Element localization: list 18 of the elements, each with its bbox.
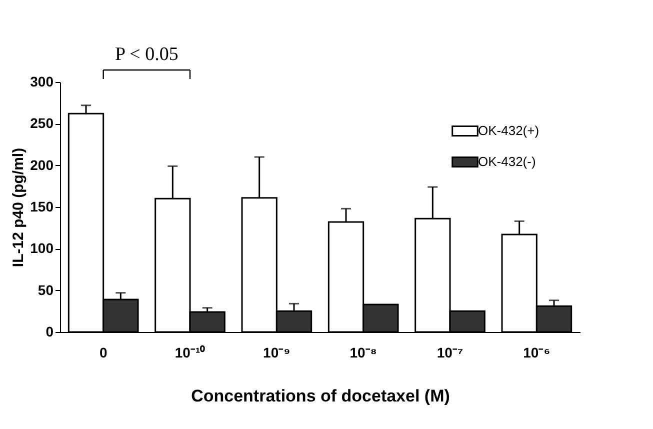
x-tick-label: 0 [99,344,108,360]
x-tick-label: 10⁻⁸ [350,344,377,360]
y-tick-label: 150 [30,198,54,214]
y-tick-label: 100 [30,240,54,256]
x-tick-label: 10⁻¹⁰ [174,344,206,360]
x-tick-label: 10⁻⁷ [436,344,464,360]
y-tick-label: 300 [30,74,54,90]
y-tick-label: 250 [30,115,54,132]
y-tick-label: 200 [30,156,54,173]
legend-label: OK-432(-) [478,154,536,169]
text: P < 0.05 [115,44,178,65]
y-tick-label: 0 [46,324,54,340]
y-axis-title: IL-12 p40 (pg/ml) [10,148,28,268]
y-tick-label: 50 [38,282,54,298]
legend-label: OK-432(+) [478,123,540,138]
x-tick-label: 10⁻⁹ [263,344,290,360]
x-axis-title: Concentrations of docetaxel (M) [191,386,450,406]
x-tick-label: 10⁻⁶ [523,344,550,360]
